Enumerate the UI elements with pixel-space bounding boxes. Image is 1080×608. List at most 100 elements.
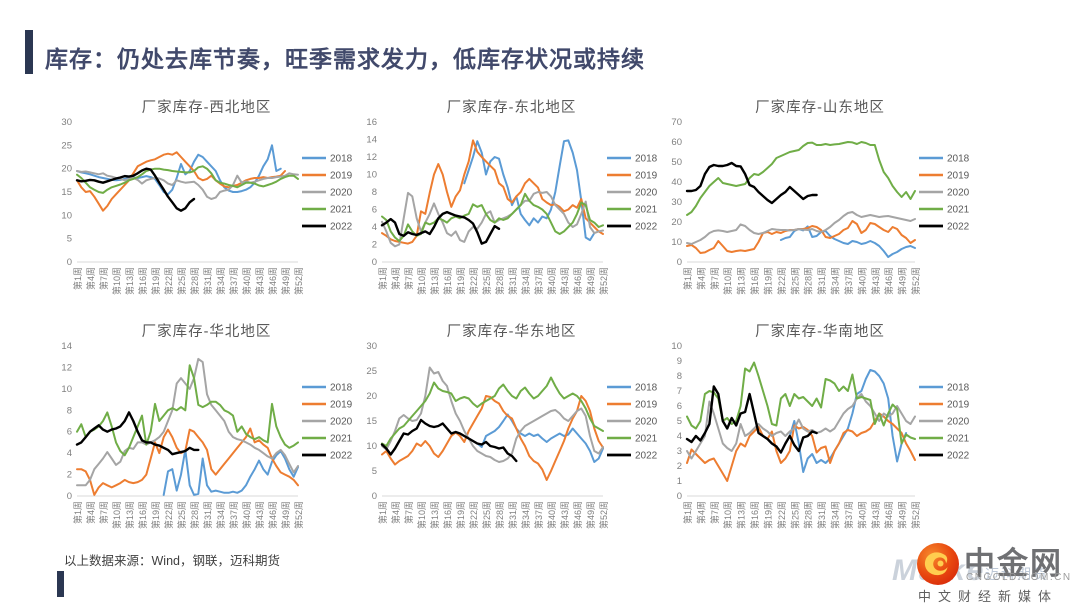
svg-text:第13周: 第13周 <box>736 267 747 295</box>
svg-text:0: 0 <box>372 257 377 268</box>
svg-text:2019: 2019 <box>947 171 970 182</box>
chart-title: 厂家库存-华东地区 <box>446 324 577 340</box>
svg-text:第31周: 第31周 <box>507 501 518 529</box>
svg-text:30: 30 <box>61 117 72 128</box>
svg-text:第13周: 第13周 <box>124 267 135 295</box>
svg-text:第10周: 第10周 <box>722 501 733 529</box>
svg-text:第49周: 第49周 <box>585 501 596 529</box>
chart-title: 厂家库存-东北地区 <box>446 100 577 116</box>
svg-text:第31周: 第31周 <box>202 267 213 295</box>
svg-text:第52周: 第52周 <box>598 267 609 295</box>
svg-text:第22周: 第22周 <box>163 267 174 295</box>
svg-text:第16周: 第16周 <box>749 267 760 295</box>
svg-text:第19周: 第19周 <box>455 501 466 529</box>
chart-title: 厂家库存-华南地区 <box>755 324 885 340</box>
svg-text:12: 12 <box>366 152 377 163</box>
svg-text:2022: 2022 <box>635 222 658 233</box>
svg-text:2022: 2022 <box>330 222 353 233</box>
svg-text:2019: 2019 <box>330 171 353 182</box>
svg-text:0: 0 <box>67 257 72 268</box>
svg-text:5: 5 <box>677 416 682 427</box>
svg-text:10: 10 <box>671 341 682 352</box>
svg-text:第40周: 第40周 <box>546 501 557 529</box>
svg-text:7: 7 <box>677 386 682 397</box>
svg-text:第40周: 第40周 <box>546 267 557 295</box>
svg-text:第16周: 第16周 <box>749 501 760 529</box>
svg-text:10: 10 <box>366 170 377 181</box>
svg-text:6: 6 <box>67 427 72 438</box>
svg-text:第1周: 第1周 <box>377 501 388 524</box>
svg-text:第49周: 第49周 <box>585 267 596 295</box>
svg-text:10: 10 <box>61 210 72 221</box>
svg-text:2020: 2020 <box>330 417 353 428</box>
svg-text:第31周: 第31周 <box>507 267 518 295</box>
svg-text:第22周: 第22周 <box>468 501 479 529</box>
svg-text:20: 20 <box>61 164 72 175</box>
svg-text:2020: 2020 <box>635 188 658 199</box>
page-title: 库存：仍处去库节奏，旺季需求发力，低库存状况或持续 <box>45 46 645 72</box>
svg-text:2022: 2022 <box>947 222 970 233</box>
svg-text:第22周: 第22周 <box>776 501 787 529</box>
svg-text:2020: 2020 <box>947 417 970 428</box>
svg-text:第1周: 第1周 <box>682 501 693 524</box>
svg-text:第43周: 第43周 <box>870 501 881 529</box>
svg-text:2020: 2020 <box>330 188 353 199</box>
svg-text:8: 8 <box>67 405 72 416</box>
svg-text:2018: 2018 <box>947 383 970 394</box>
chart-plot: 0 1 2 3 4 5 6 7 8 9 10 第1周 第4周 第7周 第10周 第13周 第16周 第19周 第22… <box>671 341 970 529</box>
svg-text:2: 2 <box>67 470 72 481</box>
svg-text:0: 0 <box>67 491 72 502</box>
chart-factory-inventory-eastchina: 厂家库存-华东地区 0 5 10 15 20 25 30 第1周 第4周 第7周 第10周 第13周第… <box>358 320 665 548</box>
svg-text:第28周: 第28周 <box>189 501 200 529</box>
footer-accent-bar <box>57 571 64 597</box>
svg-text:第34周: 第34周 <box>215 267 226 295</box>
chart-factory-inventory-northchina: 厂家库存-华北地区 0 2 4 6 8 10 12 14 第1周 第4周 第7周 第10周 第13周 第1… <box>53 320 360 548</box>
chart-factory-inventory-northwest: 厂家库存-西北地区 0 5 10 15 20 25 30 第1周 第4周 第7周 第10周 第13周第… <box>53 96 360 314</box>
svg-text:第46周: 第46周 <box>883 501 894 529</box>
svg-text:第10周: 第10周 <box>416 267 427 295</box>
svg-text:第4周: 第4周 <box>390 267 401 290</box>
svg-text:第49周: 第49周 <box>897 501 908 529</box>
svg-text:2021: 2021 <box>635 434 658 445</box>
svg-text:0: 0 <box>372 491 377 502</box>
svg-text:2019: 2019 <box>635 400 658 411</box>
svg-text:30: 30 <box>366 341 377 352</box>
chart-title: 厂家库存-西北地区 <box>141 100 272 116</box>
svg-text:第52周: 第52周 <box>910 267 921 295</box>
svg-text:第28周: 第28周 <box>803 501 814 529</box>
svg-text:第7周: 第7周 <box>98 501 109 524</box>
svg-text:第22周: 第22周 <box>776 267 787 295</box>
svg-text:第10周: 第10周 <box>416 501 427 529</box>
chart-plot: 0 5 10 15 20 25 30 第1周 第4周 第7周 第10周 第13周 第16周 第19周 第22… <box>366 341 658 529</box>
svg-text:第22周: 第22周 <box>163 501 174 529</box>
svg-text:第34周: 第34周 <box>830 501 841 529</box>
svg-text:第19周: 第19周 <box>762 501 773 529</box>
chart-plot: 0 5 10 15 20 25 30 第1周 第4周 第7周 第10周 第13周 第16周 第19周 第22… <box>61 117 353 295</box>
svg-text:第25周: 第25周 <box>789 267 800 295</box>
chart-plot: 0 10 20 30 40 50 60 70 第1周 第4周 第7周 第10周 第13周 第16周 第19周… <box>671 117 970 295</box>
svg-text:第10周: 第10周 <box>111 267 122 295</box>
svg-text:2021: 2021 <box>947 434 970 445</box>
chart-factory-inventory-southchina: 厂家库存-华南地区 0 1 2 3 4 5 6 7 8 9 10 第1周 第4周 第7周 第10周 第13周第… <box>663 320 977 548</box>
title-accent-bar <box>25 30 33 74</box>
svg-text:第19周: 第19周 <box>455 267 466 295</box>
svg-text:2021: 2021 <box>330 434 353 445</box>
svg-text:2022: 2022 <box>947 451 970 462</box>
chart-factory-inventory-northeast: 厂家库存-东北地区 0 2 4 6 8 10 12 14 16 第1周 第4周 第7周 第10周 第13周… <box>358 96 665 314</box>
svg-text:2021: 2021 <box>947 205 970 216</box>
svg-text:第19周: 第19周 <box>762 267 773 295</box>
svg-text:5: 5 <box>372 466 377 477</box>
svg-text:第16周: 第16周 <box>442 501 453 529</box>
svg-text:2022: 2022 <box>330 451 353 462</box>
svg-text:第52周: 第52周 <box>293 267 304 295</box>
svg-text:第40周: 第40周 <box>856 501 867 529</box>
svg-text:第37周: 第37周 <box>228 267 239 295</box>
data-source-note: 以上数据来源：Wind，钢联，迈科期货 <box>64 554 280 568</box>
svg-text:4: 4 <box>677 431 682 442</box>
svg-text:第28周: 第28周 <box>494 501 505 529</box>
svg-text:第25周: 第25周 <box>176 267 187 295</box>
svg-text:20: 20 <box>366 391 377 402</box>
svg-text:12: 12 <box>61 362 72 373</box>
svg-text:第34周: 第34周 <box>520 267 531 295</box>
